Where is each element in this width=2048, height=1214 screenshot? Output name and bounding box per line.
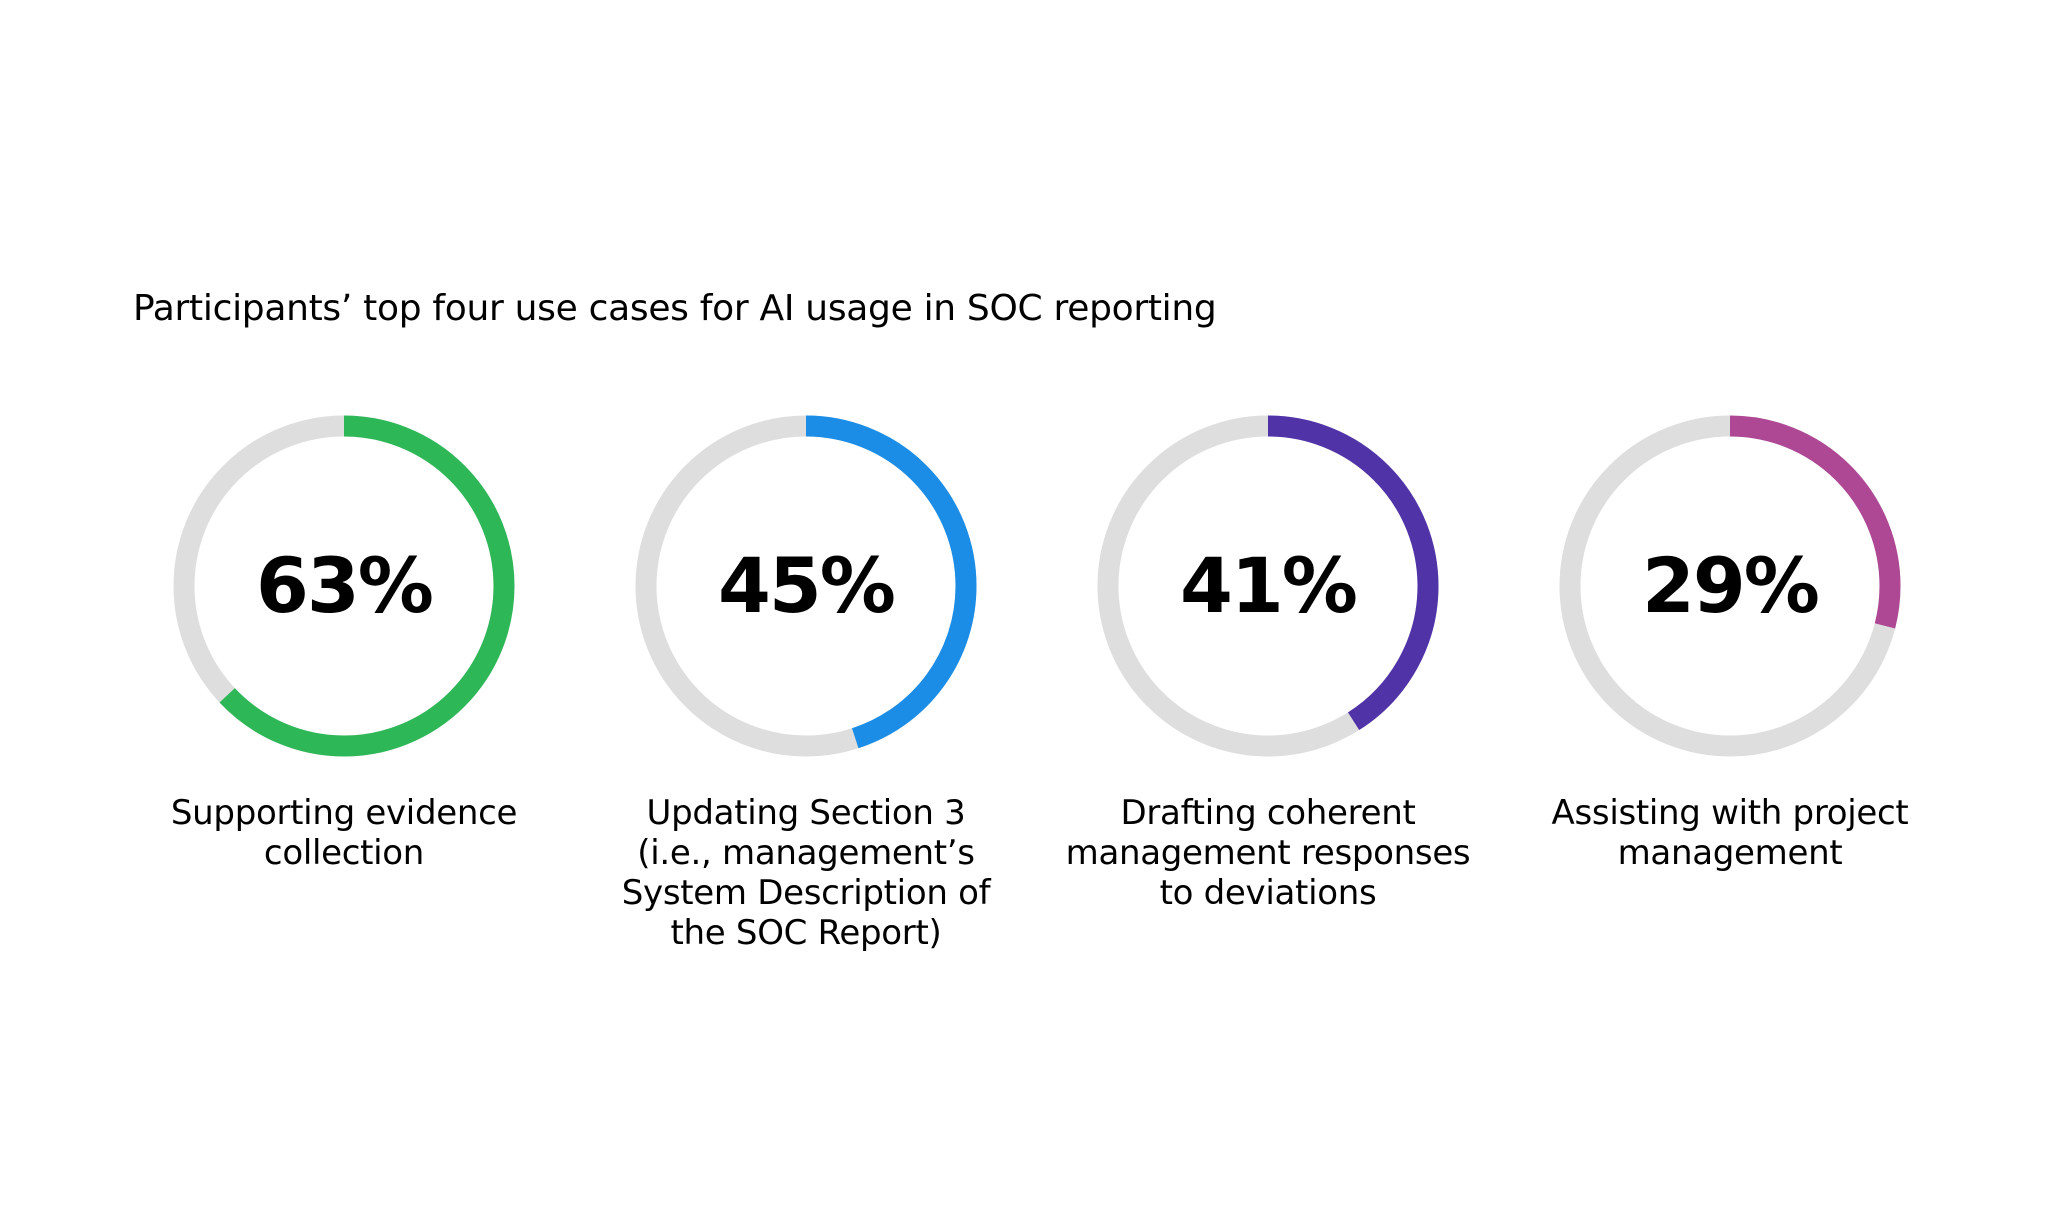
donut-3: 41% xyxy=(1097,415,1439,757)
donut-2: 45% xyxy=(635,415,977,757)
donut-4: 29% xyxy=(1559,415,1901,757)
donut-1: 63% xyxy=(173,415,515,757)
chart-title: Participants’ top four use cases for AI … xyxy=(133,288,1217,329)
donut-value-3: 41% xyxy=(1180,541,1356,630)
donut-caption-4: Assisting with project management xyxy=(1551,793,1909,873)
donut-caption-2: Updating Section 3 (i.e., management’s S… xyxy=(621,793,991,953)
donut-arc-1 xyxy=(173,415,515,757)
donut-arc-4 xyxy=(1559,415,1901,757)
donut-value-1: 63% xyxy=(256,541,432,630)
donut-arc-3 xyxy=(1097,415,1439,757)
donut-value-2: 45% xyxy=(718,541,894,630)
donut-caption-1: Supporting evidence collection xyxy=(170,793,518,873)
donut-caption-3: Drafting coherent management responses t… xyxy=(1065,793,1471,913)
donut-value-4: 29% xyxy=(1642,541,1818,630)
donut-arc-2 xyxy=(635,415,977,757)
